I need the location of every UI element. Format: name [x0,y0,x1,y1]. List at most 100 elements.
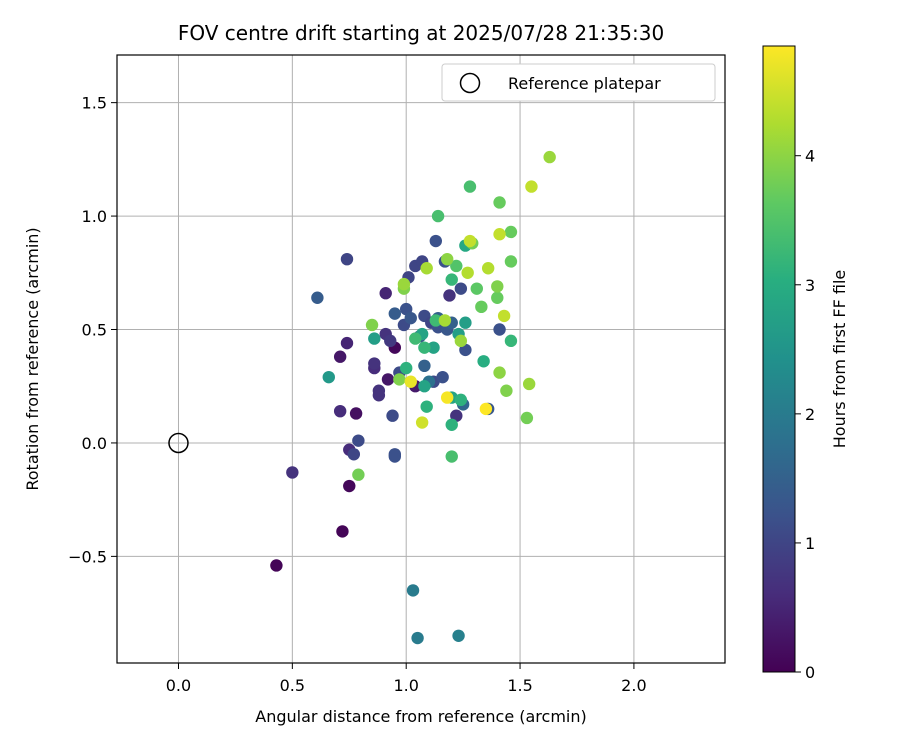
data-point [311,291,324,304]
data-point [349,407,363,420]
y-tick-label: −0.5 [68,547,107,566]
colorbar-tick-label: 4 [805,147,815,166]
data-point [340,252,354,266]
y-tick-label: 1.0 [82,207,107,226]
data-point [445,450,458,463]
x-tick-label: 1.5 [507,676,532,695]
data-point [459,316,472,329]
data-point [384,334,397,348]
data-point [445,418,458,431]
reference-platepar-marker [168,432,189,454]
x-axis-label: Angular distance from reference (arcmin) [255,707,586,726]
grid-lines [117,55,725,663]
data-point [404,375,417,388]
data-point [481,262,495,275]
legend-box [441,63,716,102]
data-point [409,332,422,345]
data-point [418,341,431,354]
data-point [470,282,483,295]
data-point [365,318,379,332]
data-point [343,479,356,493]
data-point [333,350,347,363]
data-point [368,357,381,370]
data-point [525,180,538,193]
data-point [440,391,454,404]
data-point [454,282,468,295]
y-tick-label: 0.5 [82,321,107,340]
data-point [463,234,477,248]
data-point [322,370,335,384]
data-point [429,314,443,327]
colorbar-tick-label: 1 [805,534,815,553]
data-point [352,434,365,447]
data-point [397,277,411,291]
data-point [504,225,518,239]
x-tick-label: 0.5 [280,676,305,695]
data-point [340,336,354,350]
data-point [406,584,420,597]
data-point [475,300,488,314]
y-axis-ticks: −0.5 0.0 0.5 1.0 1.5 [68,94,117,566]
data-point [427,341,440,354]
x-tick-label: 1.0 [393,676,418,695]
data-point [399,361,413,375]
data-point [411,631,424,645]
data-point [445,273,458,286]
data-point [393,373,406,386]
data-point [450,259,463,273]
data-point [388,307,402,320]
data-point [504,255,518,268]
x-tick-label: 0.0 [166,676,191,695]
plot-frame [116,54,726,664]
data-point [386,409,399,422]
data-point [491,291,504,304]
data-point [493,323,506,336]
data-point [420,262,433,275]
data-point [440,252,454,266]
colorbar-ticks: 0 1 2 3 4 [795,147,815,682]
data-point [379,287,392,300]
data-point [418,359,431,373]
colorbar-tick-label: 3 [805,276,815,295]
data-point [493,196,506,209]
data-point [479,402,493,416]
data-point [454,393,468,407]
data-point [500,384,513,397]
x-tick-label: 2.0 [621,676,646,695]
data-point [504,334,518,348]
data-point [388,448,402,461]
colorbar-gradient [762,45,796,673]
data-point [452,629,465,642]
data-point [420,400,433,413]
data-point [436,370,449,384]
colorbar-tick-label: 0 [805,663,815,682]
legend-label: Reference platepar [508,74,661,93]
data-point [270,559,283,572]
data-point [463,180,477,193]
data-point [493,366,506,379]
data-point [461,266,474,279]
chart-title: FOV centre drift starting at 2025/07/28 … [178,21,664,45]
data-points [270,150,556,645]
data-point [477,355,490,368]
data-point [543,150,556,164]
data-point [336,525,349,538]
data-point [431,209,445,223]
y-axis-label: Rotation from reference (arcmin) [23,227,42,490]
data-point [368,332,381,345]
data-point [454,334,468,348]
data-point [347,448,361,461]
data-point [418,380,431,393]
x-axis-ticks: 0.0 0.5 1.0 1.5 2.0 [166,663,647,695]
colorbar: 0 1 2 3 4 Hours from first FF file [762,45,849,682]
data-point [429,234,443,248]
data-point [520,411,534,425]
data-point [404,311,417,325]
data-point [381,373,395,386]
data-point [352,468,365,481]
legend: Reference platepar [441,63,716,102]
y-tick-label: 0.0 [82,434,107,453]
data-point [493,228,506,241]
y-tick-label: 1.5 [82,94,107,113]
